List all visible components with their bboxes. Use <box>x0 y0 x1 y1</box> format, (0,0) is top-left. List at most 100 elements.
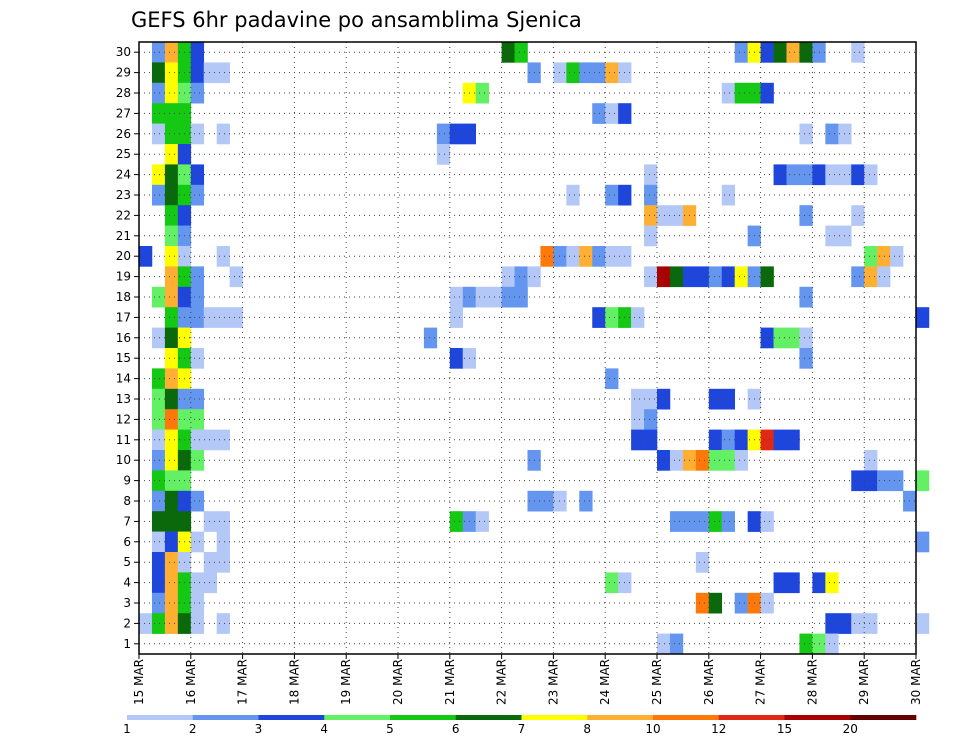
data-cell <box>151 286 166 308</box>
data-cell <box>864 470 878 492</box>
y-tick-label: 30 <box>116 45 131 59</box>
y-tick-label: 12 <box>116 412 131 426</box>
data-cell <box>644 409 658 430</box>
data-cell <box>877 246 891 267</box>
data-cell <box>216 62 230 84</box>
data-cell <box>631 388 645 410</box>
data-cell <box>216 429 230 451</box>
data-cell <box>657 388 671 410</box>
data-cell <box>190 42 205 63</box>
data-cell <box>151 103 166 124</box>
y-tick-label: 17 <box>116 310 131 324</box>
data-cell <box>605 62 619 84</box>
data-cell <box>553 246 567 267</box>
data-cell <box>708 511 723 532</box>
data-cell <box>605 103 619 124</box>
x-tick-label: 15 MAR <box>132 659 146 705</box>
data-cell <box>592 307 606 328</box>
data-cell <box>229 266 243 288</box>
y-tick-label: 23 <box>116 188 131 202</box>
y-tick-label: 10 <box>116 453 131 467</box>
data-cell <box>151 368 166 390</box>
data-cell <box>151 470 166 492</box>
x-tick-label: 24 MAR <box>598 659 612 705</box>
legend-label: 4 <box>320 722 328 736</box>
data-cell <box>164 184 179 206</box>
data-cell <box>825 613 839 634</box>
y-tick-label: 15 <box>116 351 131 365</box>
data-cell <box>190 184 205 206</box>
data-cell <box>916 470 930 492</box>
data-cell <box>773 572 787 594</box>
data-cell <box>151 327 166 349</box>
x-tick-label: 19 MAR <box>339 659 353 705</box>
data-cell <box>164 164 179 186</box>
y-tick-label: 13 <box>116 392 131 406</box>
data-cell <box>916 531 930 553</box>
data-cell <box>799 42 813 63</box>
y-tick-label: 5 <box>123 555 131 569</box>
data-cell <box>708 266 723 288</box>
legend-swatch <box>455 715 522 720</box>
data-cell <box>890 470 904 492</box>
x-tick-label: 18 MAR <box>287 659 301 705</box>
data-cell <box>644 266 658 288</box>
data-cell <box>164 62 179 84</box>
data-cell <box>190 164 205 186</box>
data-cell <box>605 307 619 328</box>
data-cell <box>164 42 179 63</box>
legend-swatch <box>521 715 588 720</box>
data-cell <box>734 42 748 63</box>
data-cell <box>760 82 774 104</box>
legend-label: 8 <box>583 722 591 736</box>
data-cell <box>644 164 658 186</box>
data-cell <box>695 450 710 471</box>
y-tick-label: 18 <box>116 290 131 304</box>
data-cell <box>786 327 800 349</box>
data-cell <box>190 62 205 84</box>
x-tick-label: 17 MAR <box>236 659 250 705</box>
data-cell <box>164 409 179 430</box>
data-cell <box>734 450 748 471</box>
data-cell <box>151 511 166 532</box>
data-cell <box>851 164 865 186</box>
data-cell <box>734 82 748 104</box>
y-tick-label: 27 <box>116 106 131 120</box>
data-cell <box>151 552 166 573</box>
data-cell <box>190 123 205 145</box>
data-cell <box>190 450 205 471</box>
data-cell <box>799 633 813 655</box>
data-cell <box>488 286 502 308</box>
data-cell <box>773 42 787 63</box>
data-cell <box>721 450 735 471</box>
data-cell <box>695 266 710 288</box>
data-cell <box>592 246 606 267</box>
x-tick-label: 28 MAR <box>805 659 819 705</box>
data-cell <box>151 82 166 104</box>
data-cell <box>566 62 580 84</box>
data-cell <box>501 286 515 308</box>
data-cell <box>229 307 243 328</box>
data-cell <box>695 552 710 573</box>
data-cell <box>644 184 658 206</box>
dotted-grid <box>139 42 916 654</box>
data-cell <box>164 103 179 124</box>
data-cell <box>190 592 205 614</box>
data-cell <box>799 164 813 186</box>
data-cell <box>190 531 205 553</box>
data-cell <box>164 123 179 145</box>
legend-label: 3 <box>255 722 263 736</box>
data-cell <box>151 164 166 186</box>
data-cell <box>190 348 205 369</box>
data-cell <box>423 327 438 349</box>
data-cell <box>164 348 179 369</box>
legend-swatch <box>653 715 720 720</box>
x-tick-label: 21 MAR <box>443 659 457 705</box>
y-tick-label: 20 <box>116 249 131 263</box>
data-cell <box>164 572 179 594</box>
data-cell <box>164 144 179 165</box>
data-cell <box>799 205 813 226</box>
legend-label: 5 <box>386 722 394 736</box>
data-cell <box>657 450 671 471</box>
data-cell <box>825 164 839 186</box>
